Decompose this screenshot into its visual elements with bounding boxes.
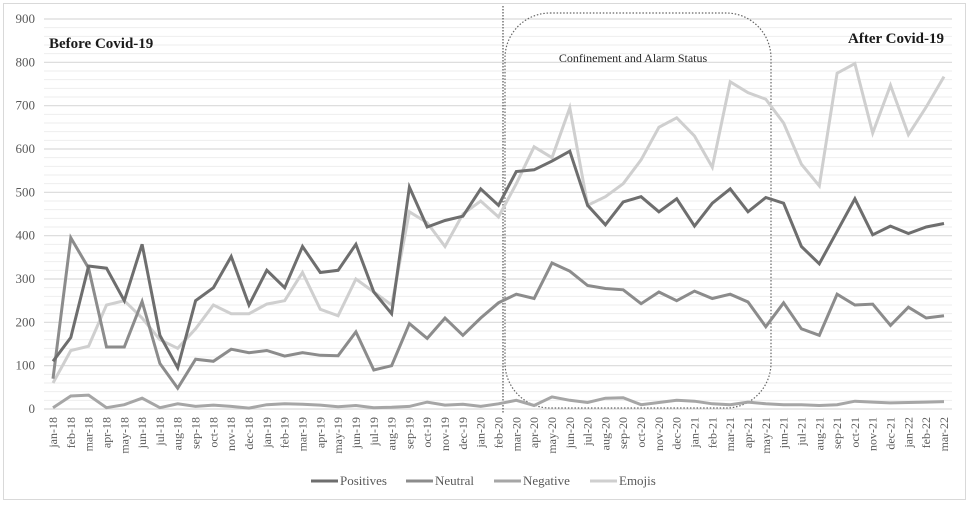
x-tick-label: mar-22 — [937, 417, 951, 451]
y-axis: 0 100 200 300 400 500 600 700 800 900 — [16, 11, 36, 416]
confinement-region — [502, 6, 772, 413]
legend-label-positives: Positives — [340, 473, 387, 488]
before-covid-label: Before Covid-19 — [49, 36, 153, 52]
x-tick-label: jan-20 — [474, 417, 488, 449]
x-tick-label: sep-20 — [616, 417, 630, 449]
x-axis: jan-18 feb-18 mar-18 apr-18 may-18 jun-18 jul-… — [46, 417, 951, 454]
x-tick-label: nov-20 — [652, 417, 666, 451]
x-tick-label: nov-21 — [866, 417, 880, 451]
legend: Positives Neutral Negative Emojis — [311, 473, 656, 488]
x-tick-label: feb-22 — [919, 417, 933, 448]
series-emojis — [51, 61, 946, 384]
y-tick-label: 800 — [16, 54, 36, 69]
x-tick-label: feb-19 — [278, 417, 292, 448]
x-tick-label: oct-21 — [848, 417, 862, 448]
x-tick-label: apr-21 — [741, 417, 755, 448]
x-tick-label: apr-20 — [527, 417, 541, 448]
x-tick-label: jun-21 — [777, 417, 791, 449]
x-tick-label: mar-18 — [82, 417, 96, 451]
y-tick-label: 400 — [16, 228, 36, 243]
y-tick-label: 300 — [16, 271, 36, 286]
y-tick-label: 100 — [16, 358, 36, 373]
series-positives — [51, 149, 945, 372]
x-tick-label: mar-20 — [509, 417, 523, 451]
confinement-box — [504, 12, 772, 409]
x-tick-label: dec-18 — [242, 417, 256, 450]
y-tick-label: 600 — [16, 141, 36, 156]
legend-label-emojis: Emojis — [619, 473, 656, 488]
x-tick-label: feb-20 — [492, 417, 506, 448]
x-tick-label: nov-19 — [438, 417, 452, 451]
x-tick-label: oct-20 — [634, 417, 648, 448]
y-tick-label: 500 — [16, 184, 36, 199]
x-tick-label: aug-21 — [812, 417, 826, 450]
x-tick-label: may-21 — [759, 417, 773, 454]
legend-label-neutral: Neutral — [435, 473, 474, 488]
x-tick-label: jun-19 — [349, 417, 363, 449]
x-tick-label: may-19 — [331, 417, 345, 454]
x-tick-label: jan-22 — [901, 417, 915, 449]
x-tick-label: jan-21 — [688, 417, 702, 449]
x-tick-label: jun-18 — [135, 417, 149, 449]
y-tick-label: 700 — [16, 98, 36, 113]
x-tick-label: apr-18 — [99, 417, 113, 448]
series-negative — [52, 393, 945, 410]
x-tick-label: mar-19 — [295, 417, 309, 451]
x-tick-label: may-18 — [117, 417, 131, 454]
x-tick-label: oct-18 — [206, 417, 220, 448]
x-tick-label: dec-19 — [456, 417, 470, 450]
x-tick-label: sep-19 — [402, 417, 416, 449]
gridlines — [44, 18, 952, 410]
x-tick-label: may-20 — [545, 417, 559, 454]
x-tick-label: mar-21 — [723, 417, 737, 451]
x-tick-label: nov-18 — [224, 417, 238, 451]
x-tick-label: sep-21 — [830, 417, 844, 449]
x-tick-label: jul-19 — [367, 417, 381, 447]
series-lines — [51, 61, 946, 410]
y-tick-label: 0 — [29, 401, 36, 416]
x-tick-label: jan-19 — [260, 417, 274, 449]
after-covid-label: After Covid-19 — [848, 31, 944, 47]
x-tick-label: dec-21 — [884, 417, 898, 450]
x-tick-label: sep-18 — [189, 417, 203, 449]
x-tick-label: jul-18 — [153, 417, 167, 447]
y-tick-label: 900 — [16, 11, 36, 26]
series-neutral — [51, 233, 945, 391]
x-tick-label: aug-20 — [598, 417, 612, 450]
x-tick-label: jun-20 — [563, 417, 577, 449]
x-tick-label: oct-19 — [420, 417, 434, 448]
x-tick-label: aug-18 — [171, 417, 185, 450]
legend-label-negative: Negative — [523, 473, 570, 488]
x-tick-label: feb-21 — [705, 417, 719, 448]
y-tick-label: 200 — [16, 314, 36, 329]
x-tick-label: feb-18 — [64, 417, 78, 448]
x-tick-label: dec-20 — [670, 417, 684, 450]
confinement-label: Confinement and Alarm Status — [559, 51, 708, 65]
x-tick-label: jan-18 — [46, 417, 60, 449]
x-tick-label: jul-21 — [794, 417, 808, 447]
x-tick-label: aug-19 — [385, 417, 399, 450]
x-tick-label: jul-20 — [581, 417, 595, 447]
x-tick-label: apr-19 — [313, 417, 327, 448]
